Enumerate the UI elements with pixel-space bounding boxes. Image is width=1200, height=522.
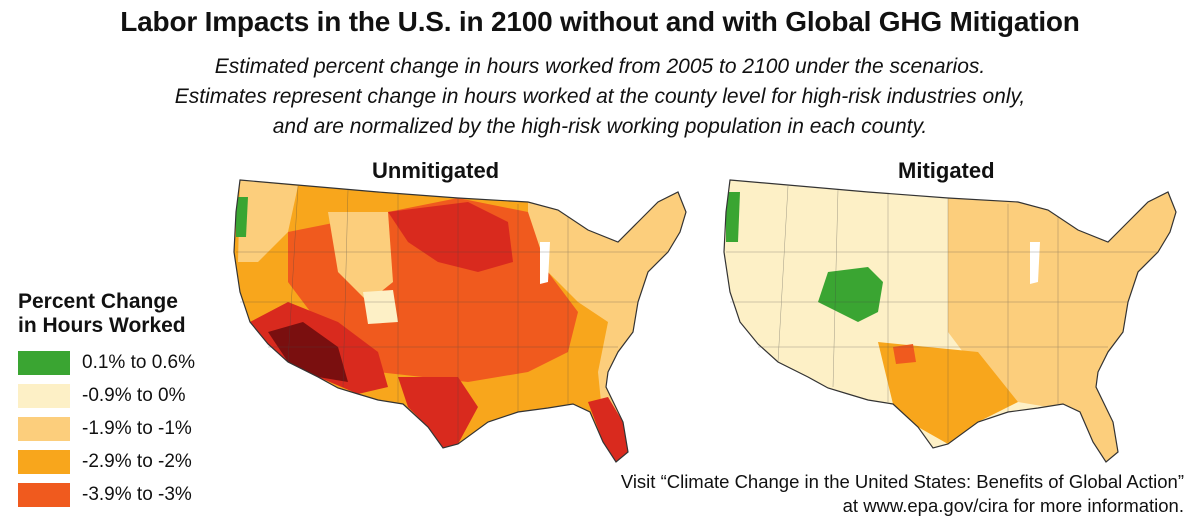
legend-item: -3.9% to -3%: [18, 478, 218, 511]
mit-lake-michigan: [1030, 242, 1040, 284]
mit-oklahoma-spot: [893, 344, 916, 364]
credit-line-2: at www.epa.gov/cira for more information…: [842, 495, 1184, 516]
mit-rockies-green: [818, 267, 883, 322]
legend-title: Percent Change in Hours Worked: [18, 290, 218, 338]
unmit-us-outline: [233, 179, 687, 463]
unmit-pacific-nw-region: [238, 180, 298, 262]
unmitigated-map-title: Unmitigated: [372, 158, 500, 183]
mitigated-us-map: [723, 179, 1177, 463]
legend-label: -1.9% to -1%: [82, 417, 192, 439]
legend-item: -2.9% to -2%: [18, 445, 218, 478]
legend-swatch: [18, 383, 70, 408]
legend: Percent Change in Hours Worked 0.1% to 0…: [18, 290, 218, 511]
unmit-rockies-region: [328, 212, 393, 302]
legend-label: -3.9% to -3%: [82, 483, 192, 505]
legend-title-line-1: Percent Change: [18, 290, 178, 313]
unmit-florida-region: [588, 397, 628, 462]
legend-swatch: [18, 482, 70, 507]
unmit-lake-michigan: [540, 242, 550, 284]
subtitle-line-2: Estimates represent change in hours work…: [174, 85, 1026, 108]
source-credit: Visit “Climate Change in the United Stat…: [621, 470, 1184, 518]
figure-title: Labor Impacts in the U.S. in 2100 withou…: [120, 6, 1080, 37]
legend-item: -1.9% to -1%: [18, 412, 218, 445]
unmit-northcentral-region: [388, 202, 513, 272]
legend-swatch: [18, 449, 70, 474]
mit-state-lines: [726, 185, 1158, 442]
legend-label: -0.9% to 0%: [82, 384, 186, 406]
subtitle-line-1: Estimated percent change in hours worked…: [214, 55, 986, 78]
figure-subtitle: Estimated percent change in hours worked…: [0, 52, 1200, 142]
unmit-desert-region: [268, 322, 348, 382]
mit-us-outline: [723, 179, 1177, 463]
legend-item: 0.1% to 0.6%: [18, 346, 218, 379]
unmit-colorado-region: [363, 290, 398, 324]
legend-item: -0.9% to 0%: [18, 379, 218, 412]
legend-swatch: [18, 416, 70, 441]
subtitle-line-3: and are normalized by the high-risk work…: [272, 115, 928, 138]
legend-label: -2.9% to -2%: [82, 450, 192, 472]
mit-coast-green: [726, 192, 740, 242]
unmit-state-lines: [236, 185, 668, 442]
mitigated-map-title: Mitigated: [898, 158, 995, 183]
unmitigated-us-map: [233, 179, 687, 463]
legend-swatch: [18, 350, 70, 375]
legend-label: 0.1% to 0.6%: [82, 351, 196, 373]
mit-east-region: [948, 180, 1176, 462]
credit-line-1: Visit “Climate Change in the United Stat…: [620, 471, 1184, 492]
legend-title-line-2: in Hours Worked: [18, 314, 186, 337]
unmit-coast-green: [236, 197, 248, 237]
